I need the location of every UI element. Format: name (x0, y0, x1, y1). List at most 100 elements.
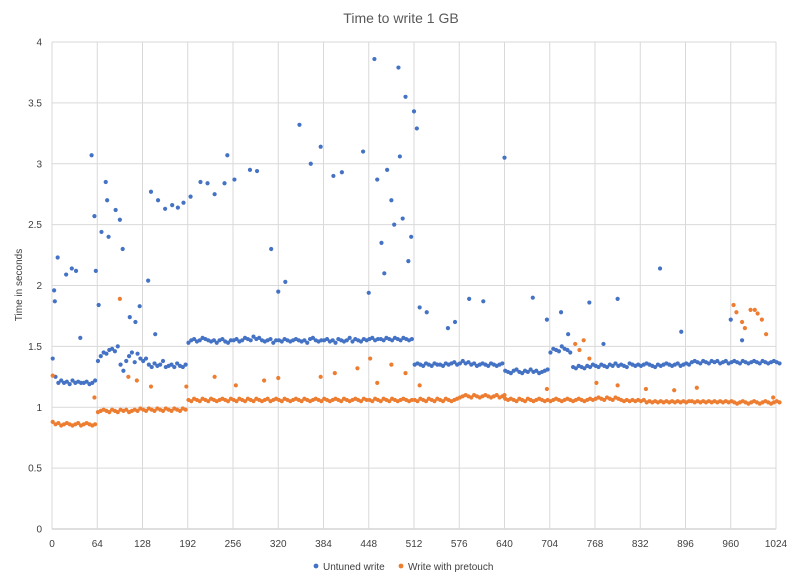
untuned-point (225, 340, 231, 345)
pretouch-point (135, 408, 140, 414)
untuned-point (530, 295, 535, 300)
x-tick-labels: 0 64 128 192 256 320 384 448 512 576 640 704 768 832 8… (49, 539, 787, 550)
pretouch-point (225, 399, 231, 404)
untuned-point (133, 319, 138, 325)
untuned-point (379, 240, 384, 245)
pretouch-point (594, 380, 599, 385)
pretouch-series (50, 296, 782, 428)
pretouch-point (212, 374, 217, 379)
pretouch-point (169, 408, 174, 414)
untuned-point (148, 189, 154, 194)
untuned-point (556, 349, 562, 354)
untuned-point (534, 368, 539, 373)
pretouch-point (251, 399, 256, 404)
untuned-point (331, 173, 336, 179)
untuned-point (251, 334, 256, 339)
legend-marker-untuned (313, 563, 319, 569)
untuned-point (582, 366, 587, 371)
untuned-point (175, 361, 180, 366)
untuned-point (347, 335, 352, 340)
untuned-point (205, 181, 210, 186)
untuned-point (169, 362, 174, 367)
pretouch-point (148, 384, 154, 389)
untuned-point (98, 354, 103, 359)
pretouch-point (93, 422, 98, 427)
x-tick-label: 704 (541, 539, 558, 550)
untuned-point (573, 366, 579, 371)
untuned-point (268, 336, 273, 342)
untuned-point (686, 362, 692, 367)
untuned-point (67, 382, 72, 387)
untuned-point (466, 360, 471, 365)
untuned-point (409, 234, 414, 239)
untuned-point (64, 379, 69, 384)
pretouch-point (387, 399, 392, 404)
untuned-point (64, 272, 69, 277)
x-tick-label: 320 (270, 539, 287, 550)
pretouch-point (265, 396, 270, 401)
untuned-point (225, 153, 230, 158)
untuned-point (146, 278, 151, 283)
x-tick-label: 896 (677, 539, 694, 550)
pretouch-point (234, 399, 239, 404)
untuned-point (565, 347, 570, 353)
untuned-point (370, 335, 375, 340)
y-tick-labels: 0 0.5 1 1.5 2 2.5 3 3.5 4 (28, 38, 42, 536)
pretouch-point (124, 407, 129, 412)
untuned-point (120, 246, 125, 252)
pretouch-point (318, 374, 323, 379)
pretouch-point (417, 383, 422, 388)
pretouch-point (262, 378, 267, 383)
pretouch-point (184, 384, 189, 389)
untuned-point (339, 170, 344, 175)
untuned-point (92, 214, 97, 219)
x-tick-label: 192 (179, 539, 196, 550)
untuned-point (99, 229, 104, 235)
untuned-point (333, 340, 338, 345)
pretouch-point (440, 399, 446, 404)
untuned-point (127, 315, 132, 320)
x-tick-label: 640 (496, 539, 513, 550)
untuned-point (358, 339, 364, 344)
untuned-point (232, 177, 237, 182)
untuned-point (715, 358, 720, 364)
untuned-point (652, 364, 658, 370)
untuned-point (222, 181, 227, 186)
pretouch-point (368, 356, 373, 361)
pretouch-point (134, 378, 139, 383)
untuned-point (613, 361, 618, 366)
untuned-point (135, 351, 140, 356)
untuned-point (502, 155, 507, 160)
untuned-point (254, 168, 260, 174)
untuned-point (604, 364, 610, 370)
untuned-point (283, 279, 288, 284)
untuned-point (587, 300, 592, 305)
untuned-point (610, 363, 615, 368)
x-tick-label: 832 (632, 539, 649, 550)
untuned-point (143, 356, 149, 361)
pretouch-point (332, 371, 337, 376)
untuned-point (129, 350, 134, 355)
untuned-point (508, 371, 513, 376)
untuned-point (117, 217, 122, 222)
untuned-point (172, 364, 177, 370)
untuned-point (188, 194, 193, 199)
untuned-point (248, 338, 253, 343)
untuned-point (302, 338, 307, 343)
untuned-point (452, 319, 458, 325)
pretouch-point (432, 399, 437, 404)
untuned-point (155, 198, 161, 203)
untuned-point (471, 361, 477, 366)
legend-label-pretouch: Write with pretouch (408, 562, 493, 573)
untuned-point (706, 361, 711, 366)
untuned-point (132, 360, 137, 365)
pretouch-point (587, 356, 592, 361)
pretouch-point (189, 399, 194, 404)
y-tick-label: 2.5 (28, 220, 42, 231)
pretouch-point (610, 397, 615, 403)
x-tick-label: 1024 (765, 539, 788, 550)
untuned-point (175, 205, 180, 210)
untuned-point (679, 329, 684, 334)
untuned-point (698, 361, 703, 366)
